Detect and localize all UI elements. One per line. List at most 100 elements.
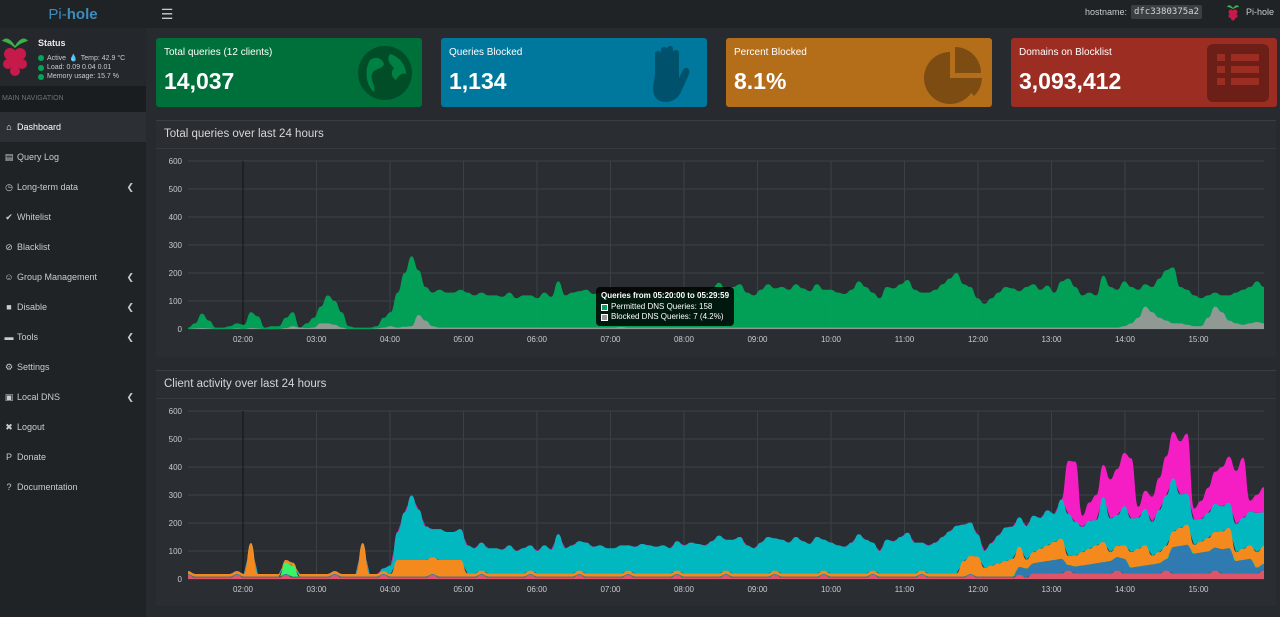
sidebar-item-local-dns[interactable]: ▣ Local DNS ❮ bbox=[0, 382, 146, 412]
sidebar-item-label: Tools bbox=[17, 332, 39, 342]
sidebar-item-whitelist[interactable]: ✔ Whitelist bbox=[0, 202, 146, 232]
globe-icon bbox=[358, 46, 412, 100]
status-active-line: Active 💧 Temp: 42.9 °C bbox=[38, 54, 125, 62]
sidebar-item-logout[interactable]: ✖ Logout bbox=[0, 412, 146, 442]
x-tick-label: 04:00 bbox=[380, 335, 401, 344]
sidebar-item-blacklist[interactable]: ⊘ Blacklist bbox=[0, 232, 146, 262]
thermometer-icon: 💧 bbox=[69, 55, 78, 62]
sidebar-item-donate[interactable]: P Donate bbox=[0, 442, 146, 472]
sidebar-item-settings[interactable]: ⚙ Settings bbox=[0, 352, 146, 382]
x-tick-label: 09:00 bbox=[747, 585, 768, 594]
domains-blocklist-box[interactable]: Domains on Blocklist 3,093,412 bbox=[1011, 38, 1277, 107]
chevron-left-icon: ❮ bbox=[126, 391, 134, 402]
x-tick-label: 04:00 bbox=[380, 585, 401, 594]
x-tick-label: 14:00 bbox=[1115, 585, 1136, 594]
chevron-left-icon: ❮ bbox=[126, 301, 134, 312]
y-tick-label: 200 bbox=[169, 269, 183, 278]
ban-icon: ⊘ bbox=[5, 241, 13, 252]
blocked-swatch bbox=[601, 313, 608, 321]
queries-blocked-box[interactable]: Queries Blocked 1,134 bbox=[441, 38, 707, 107]
sidebar-item-long-term-data[interactable]: ◷ Long-term data ❮ bbox=[0, 172, 146, 202]
brand-part2: hole bbox=[66, 5, 98, 23]
user-menu[interactable]: Pi-hole bbox=[1226, 3, 1274, 21]
x-tick-label: 07:00 bbox=[600, 335, 621, 344]
folder-icon: ▬ bbox=[4, 332, 14, 342]
chevron-left-icon: ❮ bbox=[126, 271, 134, 282]
x-tick-label: 15:00 bbox=[1188, 335, 1209, 344]
box-value: 8.1% bbox=[734, 68, 787, 94]
queries-chart-panel: Total queries over last 24 hours 0 100 200… bbox=[156, 120, 1276, 357]
x-tick-label: 11:00 bbox=[895, 335, 915, 344]
percent-blocked-box[interactable]: Percent Blocked 8.1% bbox=[726, 38, 992, 107]
question-circle-icon: ? bbox=[6, 482, 12, 492]
status-memory-line: Memory usage: 15.7 % bbox=[38, 73, 119, 80]
top-navbar: ☰ hostname: dfc3380375a2 Pi-hole bbox=[146, 0, 1280, 28]
y-tick-label: 600 bbox=[169, 407, 183, 416]
tooltip-permitted: Permitted DNS Queries: 158 bbox=[611, 302, 713, 311]
sidebar: Status Active 💧 Temp: 42.9 °C Load: 0.09… bbox=[0, 28, 146, 617]
y-tick-label: 500 bbox=[169, 185, 183, 194]
clients-chart: 0 100 200 300 400 500 600 02:00 03:00 04:00 05:00 0… bbox=[169, 407, 1264, 594]
brand-part1: Pi- bbox=[48, 5, 67, 23]
paypal-icon: P bbox=[5, 452, 12, 462]
x-tick-label: 08:00 bbox=[674, 335, 695, 344]
load-dot-icon bbox=[38, 64, 44, 71]
client-area-red bbox=[188, 570, 1264, 579]
client-area-cyan bbox=[188, 478, 1264, 574]
sidebar-item-query-log[interactable]: ▤ Query Log bbox=[0, 142, 146, 172]
sidebar-item-documentation[interactable]: ? Documentation bbox=[0, 472, 146, 502]
raspberry-icon bbox=[1226, 5, 1239, 21]
x-tick-label: 14:00 bbox=[1115, 335, 1136, 344]
total-queries-box[interactable]: Total queries (12 clients) 14,037 bbox=[156, 38, 422, 107]
raspberry-pi-logo bbox=[2, 38, 28, 76]
y-tick-label: 400 bbox=[169, 463, 183, 472]
sidebar-item-group-management[interactable]: ☺ Group Management ❮ bbox=[0, 262, 146, 292]
x-tick-label: 05:00 bbox=[453, 335, 474, 344]
sidebar-item-label: Documentation bbox=[17, 482, 78, 492]
tooltip-title: Queries from 05:20:00 to 05:29:59 bbox=[601, 291, 730, 300]
y-tick-label: 200 bbox=[169, 519, 183, 528]
x-tick-label: 13:00 bbox=[1041, 335, 1062, 344]
sidebar-item-label: Logout bbox=[17, 422, 45, 432]
tooltip-blocked: Blocked DNS Queries: 7 (4.2%) bbox=[611, 312, 724, 321]
hostname-value: dfc3380375a2 bbox=[1130, 5, 1202, 19]
box-label: Percent Blocked bbox=[734, 47, 807, 58]
tooltip-permitted-row: Permitted DNS Queries: 158 bbox=[601, 302, 729, 312]
x-tick-label: 02:00 bbox=[233, 585, 254, 594]
sidebar-item-tools[interactable]: ▬ Tools ❮ bbox=[0, 322, 146, 352]
x-tick-label: 08:00 bbox=[674, 585, 695, 594]
chevron-left-icon: ❮ bbox=[126, 181, 134, 192]
client-area-blue bbox=[188, 544, 1264, 578]
x-tick-label: 12:00 bbox=[968, 585, 989, 594]
box-value: 1,134 bbox=[449, 68, 507, 94]
address-book-icon: ▣ bbox=[4, 391, 14, 402]
x-tick-label: 02:00 bbox=[233, 335, 254, 344]
chart-tooltip: Queries from 05:20:00 to 05:29:59 Permit… bbox=[596, 287, 735, 326]
x-tick-label: 05:00 bbox=[453, 585, 474, 594]
permitted-swatch bbox=[601, 303, 608, 311]
sidebar-item-label: Dashboard bbox=[17, 122, 62, 132]
hand-icon bbox=[653, 46, 690, 102]
client-area-orange bbox=[188, 524, 1264, 577]
file-icon: ▤ bbox=[4, 151, 14, 162]
sidebar-item-disable[interactable]: ■ Disable ❮ bbox=[0, 292, 146, 322]
box-label: Total queries (12 clients) bbox=[164, 47, 273, 58]
y-tick-label: 400 bbox=[169, 213, 183, 222]
status-panel: Status Active 💧 Temp: 42.9 °C Load: 0.09… bbox=[0, 28, 146, 86]
sidebar-item-label: Local DNS bbox=[17, 392, 61, 402]
queries-chart-title: Total queries over last 24 hours bbox=[156, 121, 1276, 149]
sidebar-item-dashboard[interactable]: ⌂ Dashboard bbox=[0, 112, 146, 142]
home-icon: ⌂ bbox=[6, 122, 12, 132]
pihole-logo[interactable]: Pi-hole bbox=[0, 0, 146, 28]
sidebar-item-label: Disable bbox=[17, 302, 48, 312]
sidebar-toggle-icon[interactable]: ☰ bbox=[160, 5, 174, 22]
pie-chart-icon bbox=[924, 47, 982, 104]
x-tick-label: 06:00 bbox=[527, 585, 548, 594]
sidebar-item-label: Blacklist bbox=[17, 242, 51, 252]
y-tick-label: 300 bbox=[169, 241, 183, 250]
x-tick-label: 13:00 bbox=[1041, 585, 1062, 594]
box-label: Domains on Blocklist bbox=[1019, 47, 1112, 58]
sidebar-item-label: Long-term data bbox=[17, 182, 79, 192]
x-tick-label: 15:00 bbox=[1188, 585, 1209, 594]
chevron-left-icon: ❮ bbox=[126, 331, 134, 342]
